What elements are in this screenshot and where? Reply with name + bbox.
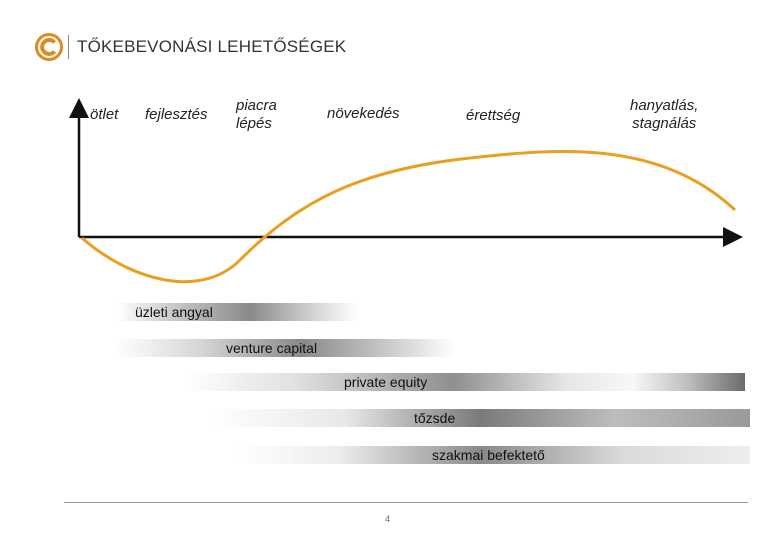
stage-label-decline: hanyatlás, stagnálás [630,97,699,132]
funding-label-venture-capital: venture capital [226,340,318,356]
header-divider [68,35,69,59]
funding-label-strategic-investor: szakmai befektető [432,447,545,463]
funding-bar-private-equity [185,373,745,391]
stage-label-maturity: érettség [466,107,521,124]
funding-label-private-equity: private equity [344,374,428,390]
header: TŐKEBEVONÁSI LEHETŐSÉGEK [34,30,346,64]
stage-label-development: fejlesztés [145,106,208,123]
page-title: TŐKEBEVONÁSI LEHETŐSÉGEK [77,37,347,56]
lifecycle-curve [81,149,737,284]
funding-bar-venture-capital [115,339,455,357]
funding-bar-business-angel [118,303,358,321]
funding-label-stock-exchange: tőzsde [414,410,456,426]
funding-bar-strategic-investor [235,446,750,464]
footer-divider [64,502,748,503]
copyright-c-icon [35,33,63,61]
stage-label-market-entry: piacra lépés [236,97,277,132]
stage-label-idea: ötlet [90,106,119,123]
funding-label-business-angel: üzleti angyal [135,304,213,320]
page-number: 4 [385,514,391,524]
stage-label-growth: növekedés [327,105,400,122]
funding-bar-stock-exchange [210,409,750,427]
